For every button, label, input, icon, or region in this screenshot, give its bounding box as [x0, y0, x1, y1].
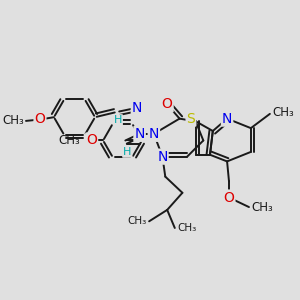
Text: H: H: [123, 147, 131, 157]
Text: O: O: [162, 98, 172, 111]
Text: N: N: [134, 127, 145, 141]
Text: N: N: [132, 101, 142, 115]
Text: N: N: [222, 112, 232, 126]
Text: O: O: [86, 134, 97, 148]
Text: S: S: [187, 112, 195, 126]
Text: CH₃: CH₃: [127, 216, 146, 226]
Text: H: H: [114, 115, 122, 125]
Text: CH₃: CH₃: [273, 106, 295, 119]
Text: N: N: [149, 127, 159, 141]
Text: CH₃: CH₃: [58, 134, 80, 147]
Text: O: O: [34, 112, 45, 127]
Text: CH₃: CH₃: [3, 114, 25, 128]
Text: CH₃: CH₃: [178, 223, 197, 233]
Text: N: N: [157, 150, 168, 164]
Text: O: O: [224, 190, 234, 205]
Text: CH₃: CH₃: [252, 201, 274, 214]
